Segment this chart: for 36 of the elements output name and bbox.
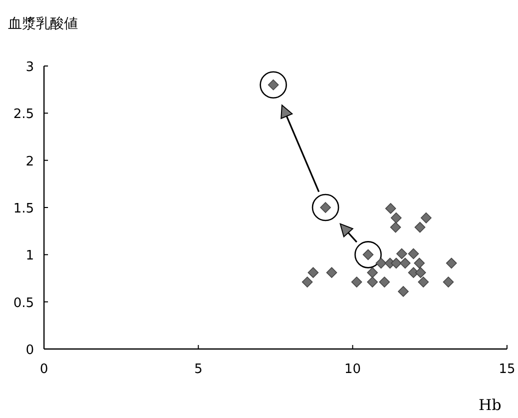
point — [390, 222, 401, 233]
y-tick-label: 2.5 — [13, 107, 34, 122]
point — [414, 222, 426, 233]
x-axis-title: Hb — [478, 396, 502, 414]
x-tick-label: 5 — [194, 362, 202, 377]
point — [390, 212, 402, 224]
point — [385, 203, 396, 214]
point — [442, 276, 454, 288]
point — [367, 276, 378, 288]
point — [400, 258, 411, 269]
point — [420, 212, 432, 224]
point — [302, 276, 313, 288]
y-tick-label: 0.5 — [13, 296, 34, 311]
y-tick-label: 3 — [26, 60, 34, 75]
point — [398, 286, 409, 297]
y-tick-label: 1 — [26, 248, 34, 264]
point — [414, 258, 425, 269]
point — [367, 267, 378, 278]
point — [351, 276, 362, 288]
x-tick-label: 0 — [40, 362, 48, 377]
y-axis-title: 血漿乳酸値 — [8, 16, 78, 32]
y-tick-label: 0 — [26, 343, 34, 358]
y-tick-label: 1.5 — [13, 202, 34, 216]
point — [396, 248, 408, 260]
x-tick-label: 15 — [498, 362, 516, 377]
point — [418, 276, 429, 288]
point — [415, 267, 426, 278]
point — [308, 267, 319, 278]
point — [390, 258, 402, 269]
point — [376, 258, 386, 269]
point — [326, 267, 338, 278]
point — [379, 276, 390, 288]
point — [408, 248, 419, 260]
y-tick-label: 2 — [26, 154, 34, 170]
x-tick-label: 10 — [344, 362, 361, 377]
point — [446, 258, 457, 269]
